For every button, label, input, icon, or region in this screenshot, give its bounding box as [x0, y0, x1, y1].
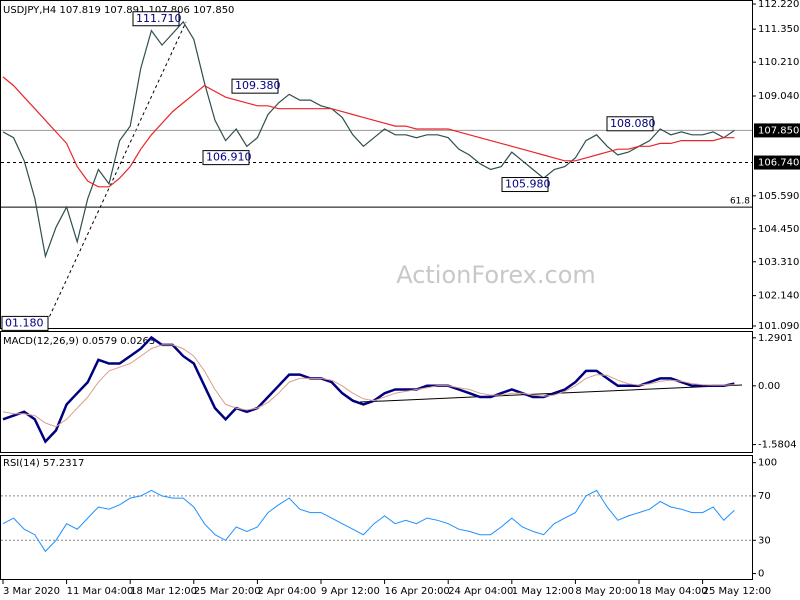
- x-tick-label: 1 May 12:00: [512, 586, 574, 597]
- series-line: [2, 489, 735, 553]
- x-tick-label: 25 May 12:00: [703, 586, 772, 597]
- x-tick-label: 16 Apr 20:00: [385, 586, 450, 597]
- y-tick-label: 101.090: [758, 321, 799, 332]
- y-tick-label: 110.210: [758, 57, 799, 68]
- y-tick-label: 1.2901: [758, 333, 793, 344]
- y-tick-label: 30: [758, 535, 771, 546]
- y-tick-label: 109.040: [758, 91, 799, 102]
- series-line: [2, 335, 735, 444]
- rsi-header: RSI(14) 57.2317: [3, 458, 84, 469]
- annotation-label: 108.080: [610, 117, 656, 130]
- level-box: [754, 155, 800, 170]
- macd-panel: [0, 331, 753, 453]
- x-tick-label: 9 Apr 12:00: [321, 586, 380, 597]
- last-price-label: 107.850: [758, 125, 799, 136]
- annotation-box: [132, 11, 180, 27]
- y-tick-label: 70: [758, 491, 771, 502]
- x-tick-label: 8 May 20:00: [575, 586, 637, 597]
- series-line: [2, 344, 735, 428]
- price-panel: [0, 0, 753, 329]
- x-tick-label: 18 May 04:00: [639, 586, 708, 597]
- x-tick-label: 24 Apr 04:00: [448, 586, 513, 597]
- annotation-box: [1, 315, 49, 331]
- level-label: 106.740: [758, 158, 799, 169]
- x-tick-label: 25 Mar 20:00: [194, 586, 261, 597]
- annotation-box: [231, 78, 279, 94]
- annotation-box: [501, 177, 549, 193]
- annotation-label: 01.180: [5, 316, 44, 329]
- y-tick-label: 112.220: [758, 0, 799, 10]
- y-tick-label: 0.00: [758, 381, 780, 392]
- annotation-label: 106.910: [206, 151, 252, 164]
- x-tick-label: 3 Mar 2020: [3, 586, 60, 597]
- macd-header: MACD(12,26,9) 0.0579 0.0263: [3, 336, 155, 347]
- y-tick-label: 104.450: [758, 224, 799, 235]
- annotation-label: 105.980: [505, 178, 551, 191]
- y-tick-label: 100: [758, 458, 777, 469]
- annotation-box: [606, 116, 654, 132]
- annotation-label: 111.710: [136, 12, 182, 25]
- x-tick-label: 18 Mar 12:00: [130, 586, 197, 597]
- watermark: ActionForex.com: [396, 261, 596, 289]
- annotation-box: [202, 150, 250, 166]
- y-tick-label: 0: [758, 569, 764, 580]
- fib-label: 61.8: [730, 197, 750, 207]
- y-tick-label: 103.310: [758, 257, 799, 268]
- y-tick-label: -1.5804: [758, 440, 797, 451]
- y-tick-label: 105.590: [758, 191, 799, 202]
- annotation-label: 109.380: [235, 79, 281, 92]
- rsi-panel: [0, 455, 753, 580]
- trend-line: [46, 21, 187, 323]
- y-tick-label: 111.350: [758, 24, 799, 35]
- y-tick-label: 102.140: [758, 291, 799, 302]
- series-line: [2, 76, 735, 188]
- last-price-box: [754, 123, 800, 138]
- x-tick-label: 11 Mar 04:00: [67, 586, 134, 597]
- x-tick-label: 2 Apr 04:00: [257, 586, 316, 597]
- price-header: USDJPY,H4 107.819 107.891 107.806 107.85…: [3, 5, 234, 16]
